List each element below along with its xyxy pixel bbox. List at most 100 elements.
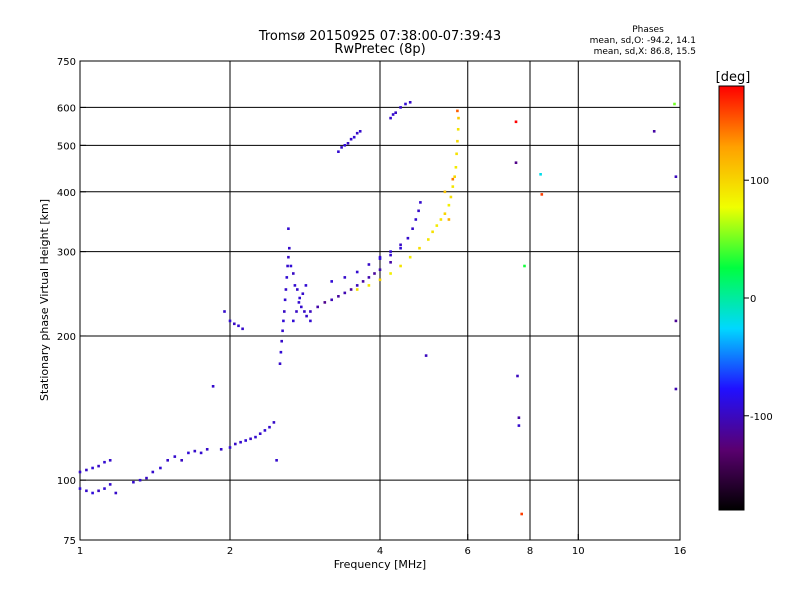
data-point [205,448,209,451]
data-point [114,491,118,495]
data-point [378,268,382,271]
data-point [219,448,223,451]
y-axis-label: Stationary phase Virtual Height [km] [38,199,51,401]
data-point [389,116,392,120]
data-point [296,288,299,291]
data-point [439,218,443,221]
data-point [399,243,402,247]
data-point [343,276,347,279]
data-point [414,218,418,221]
data-point [349,288,353,291]
data-point [282,319,285,323]
data-point [239,440,242,444]
data-point [78,470,82,474]
y-tick-label: 750 [57,57,76,68]
data-point [456,139,459,143]
data-point [408,255,412,259]
y-tick-label: 75 [63,536,76,547]
data-point [520,512,523,516]
data-point [199,451,203,455]
data-point [454,166,458,169]
data-point [295,310,298,313]
data-point [355,270,359,274]
y-tick-label: 100 [57,476,76,487]
data-point [323,301,327,304]
data-point [674,175,678,178]
stats-line-x: mean, sd,X: 86.8, 15.5 [594,47,696,57]
data-point [343,144,347,147]
axes: 1 2 4 6 8 10 16 75 100 200 300 400 500 600 750 [57,57,686,557]
data-point [330,298,333,302]
data-point [287,227,290,230]
data-point [280,339,283,343]
data-point [435,224,439,227]
data-point [254,435,257,439]
data-point [285,276,289,279]
data-point [309,319,312,323]
data-point [303,310,306,313]
data-point [337,295,340,298]
data-point [297,301,301,304]
data-point [301,292,305,295]
data-point [97,489,100,493]
data-point [337,150,340,153]
data-point [287,255,290,259]
data-point [228,319,232,323]
data-point [272,421,276,424]
data-point [424,354,428,357]
data-point [289,264,293,268]
x-axis-label: Frequency [MHz] [334,558,426,571]
data-point [305,314,308,318]
data-point [673,102,676,106]
data-point [233,322,236,326]
data-point [417,209,420,213]
data-point [373,272,376,275]
data-point [447,218,451,221]
stats-heading: Phases [632,25,664,35]
data-point [361,280,365,283]
data-point [514,161,518,164]
data-point [298,296,301,300]
data-point [343,291,347,295]
data-point [378,257,382,260]
data-point [258,432,262,435]
data-point [349,137,353,141]
data-point [85,468,88,472]
data-point [292,272,295,275]
data-point [263,429,267,432]
data-point [193,449,197,453]
data-point [419,201,422,204]
data-point [408,101,412,104]
chart-title: Tromsø 20150925 07:38:00-07:39:43 [258,29,501,44]
data-point [249,437,252,441]
data-point [108,483,112,486]
data-point [283,310,286,313]
data-point [431,230,434,234]
data-point [516,374,519,378]
y-tick-label: 500 [57,141,76,152]
data-point [159,466,162,470]
data-point [330,280,333,283]
data-point [514,120,518,124]
data-point [453,175,456,178]
data-point [288,246,291,250]
data-point [449,195,453,199]
data-point [103,487,106,490]
data-point [447,203,451,207]
data-point [399,264,402,268]
y-tick-label: 600 [57,103,76,114]
data-point [300,305,303,309]
data-point [132,480,135,484]
x-tick-label: 8 [527,546,533,557]
data-point [367,276,371,279]
data-point [151,470,155,474]
data-point [292,319,295,323]
data-point [180,459,183,462]
data-point [411,227,414,230]
data-point [91,466,94,470]
x-tick-label: 6 [465,546,471,557]
stats-line-o: mean, sd,O: -94.2, 14.1 [590,36,696,46]
data-point [389,253,392,257]
data-point [523,264,526,268]
data-point [145,476,148,480]
